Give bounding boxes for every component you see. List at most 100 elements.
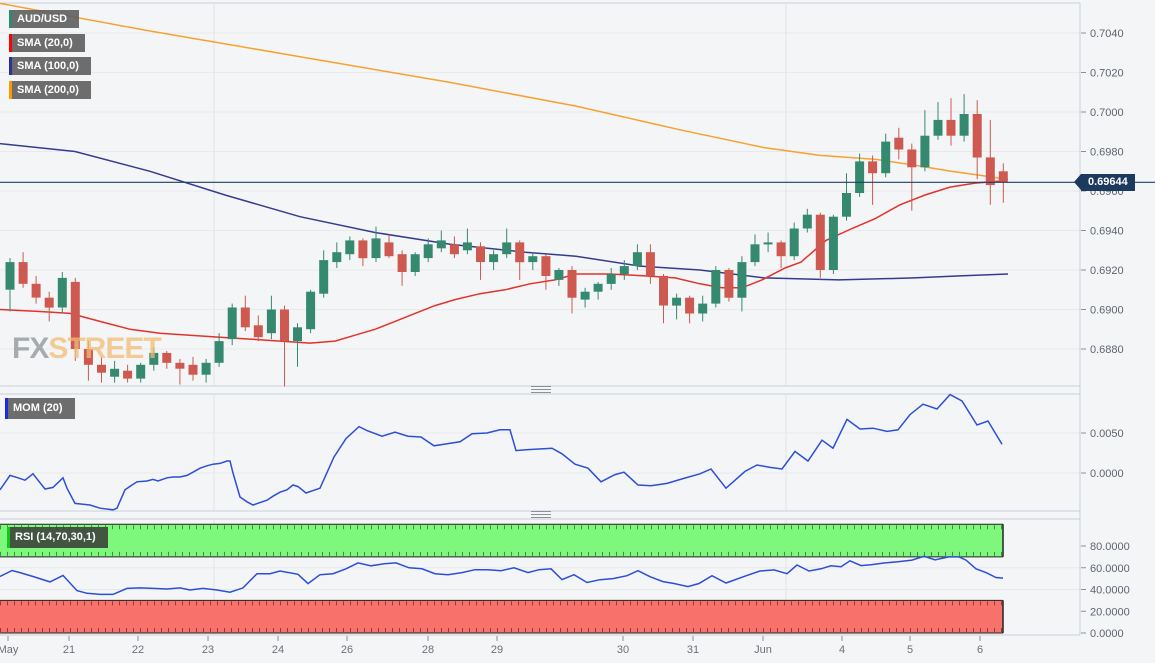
candle-body — [632, 252, 642, 266]
candle-body — [371, 238, 381, 259]
candle-body — [972, 114, 982, 158]
candle-body — [737, 262, 747, 298]
legend-sma20[interactable]: SMA (20,0) — [9, 34, 85, 52]
candle-body — [384, 242, 394, 257]
candle-body — [358, 240, 368, 259]
legend-rsi[interactable]: RSI (14,70,30,1) — [7, 527, 108, 548]
candle-body — [149, 352, 159, 365]
candle-body — [162, 352, 172, 363]
candle-body — [985, 157, 995, 186]
candle-body — [410, 254, 420, 272]
candle-body — [110, 368, 120, 377]
candle-body — [436, 240, 446, 249]
candle-body — [214, 341, 224, 363]
rsi-color-swatch — [7, 527, 10, 548]
axis-label: 24 — [272, 644, 284, 656]
candle-body — [227, 307, 237, 340]
candle-body — [894, 137, 904, 150]
axis-label: 23 — [202, 644, 214, 656]
sma200-line — [0, 2, 1007, 180]
sma20-color-swatch — [9, 34, 12, 52]
candle-body — [397, 254, 407, 272]
candle-body — [554, 270, 564, 280]
axis-label: May — [0, 644, 19, 656]
legend-mom[interactable]: MOM (20) — [5, 398, 75, 419]
candle-body — [842, 193, 851, 217]
candle-body — [763, 242, 773, 245]
candle-body — [319, 260, 329, 294]
panel-resize-grip-bottom[interactable] — [531, 511, 551, 518]
candle-body — [724, 270, 734, 298]
axis-label: 40.0000 — [1090, 585, 1130, 597]
candle-body — [240, 307, 250, 328]
legend-symbol[interactable]: AUD/USD — [9, 10, 80, 28]
candle-body — [580, 291, 590, 300]
candle-body — [123, 370, 133, 379]
candle-body — [802, 214, 812, 229]
candle-body — [881, 141, 891, 174]
axis-label: 21 — [63, 644, 75, 656]
sma20-line — [0, 178, 1009, 344]
axis-label: 26 — [341, 644, 353, 656]
momentum-line — [0, 393, 1003, 511]
candle-body — [659, 275, 668, 306]
legend-mom-label: MOM (20) — [13, 402, 63, 414]
legend-sma100[interactable]: SMA (100,0) — [9, 57, 91, 75]
candle-body — [188, 364, 198, 375]
candle-body — [489, 254, 499, 263]
candle-body — [423, 244, 433, 259]
candle-body — [528, 256, 538, 263]
candle-body — [567, 270, 577, 298]
legend-sma200[interactable]: SMA (200,0) — [9, 81, 91, 99]
axis-label: 0.6980 — [1090, 147, 1124, 159]
sma100-color-swatch — [9, 57, 12, 75]
axis-label: 0.6940 — [1090, 226, 1124, 238]
candle-body — [685, 297, 695, 314]
legend-sma20-label: SMA (20,0) — [17, 37, 73, 49]
axis-label: 6 — [977, 644, 983, 656]
candlesticks[interactable] — [5, 94, 1008, 387]
rsi-oversold-band — [0, 600, 1003, 633]
candle-body — [959, 114, 969, 136]
axis-label: 0.0000 — [1090, 468, 1124, 480]
candle-body — [253, 325, 263, 338]
axis-label: 0.6920 — [1090, 265, 1124, 277]
candle-body — [933, 119, 943, 136]
axis-label: 0.6880 — [1090, 344, 1124, 356]
candle-body — [907, 149, 917, 168]
candle-body — [332, 252, 342, 263]
legend-rsi-label: RSI (14,70,30,1) — [15, 531, 96, 543]
axis-label: 0.0000 — [1090, 628, 1124, 640]
candle-body — [750, 244, 760, 263]
candle-body — [776, 242, 786, 257]
rsi-overbought-band — [0, 524, 1003, 557]
candle-body — [70, 281, 80, 349]
candle-body — [44, 297, 54, 308]
candle-body — [698, 303, 708, 314]
candle-body — [280, 309, 289, 342]
rsi-line — [0, 555, 1004, 596]
axis-label: 0.0050 — [1090, 428, 1124, 440]
candle-body — [31, 283, 41, 298]
candle-body — [998, 171, 1008, 183]
legend-sma100-label: SMA (100,0) — [17, 60, 79, 72]
candle-body — [449, 244, 459, 255]
axis-label: 22 — [132, 644, 144, 656]
candle-body — [57, 277, 67, 308]
axis-label: 0.6900 — [1090, 305, 1124, 317]
candle-body — [175, 362, 185, 369]
candle-body — [619, 266, 629, 274]
axis-label: 60.0000 — [1090, 563, 1130, 575]
axis-label: Jun — [754, 644, 772, 656]
candle-body — [789, 228, 799, 257]
sma100-line — [0, 142, 1009, 281]
candle-body — [462, 242, 472, 251]
panel-resize-grip-top[interactable] — [531, 386, 551, 393]
axis-label: 30 — [617, 644, 629, 656]
candle-body — [672, 297, 682, 306]
candle-body — [645, 252, 655, 276]
candle-body — [136, 364, 146, 379]
candle-body — [920, 135, 930, 168]
